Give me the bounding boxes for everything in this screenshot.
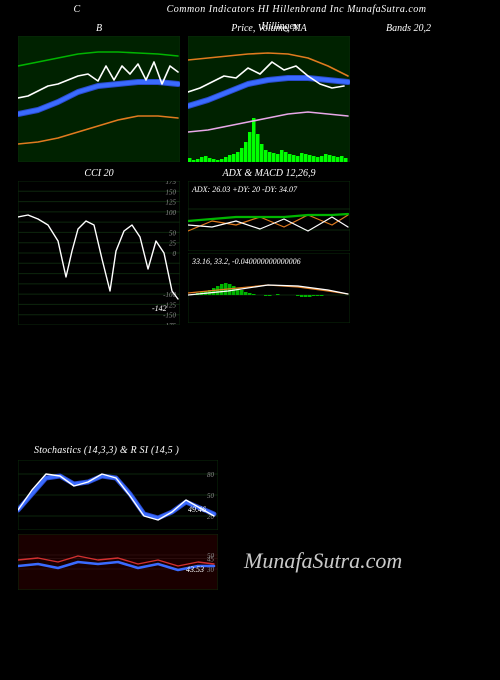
svg-text:0: 0	[173, 250, 177, 258]
svg-text:80: 80	[207, 471, 215, 479]
svg-text:ADX: 26.03 +DY: 20 -DY: 34.07: ADX: 26.03 +DY: 20 -DY: 34.07	[191, 185, 298, 194]
chart-cci: 17515012510050250-100-125-150-175-142	[18, 181, 180, 325]
panel-title-a: B	[96, 21, 102, 36]
svg-text:100: 100	[166, 209, 177, 217]
svg-text:150: 150	[166, 188, 177, 196]
page-title-left: C	[73, 4, 80, 15]
svg-text:50: 50	[207, 492, 215, 500]
panel-adx-macd: ADX & MACD 12,26,9 ADX: 26.03 +DY: 20 -D…	[188, 166, 350, 323]
panel-title-b-overlay: Hillingex	[261, 21, 298, 32]
chart-adx: ADX: 26.03 +DY: 20 -DY: 34.07	[188, 181, 350, 251]
svg-text:25: 25	[169, 240, 177, 248]
svg-text:50: 50	[169, 229, 177, 237]
chart-price-volume	[188, 36, 350, 162]
panel-cci: CCI 20 17515012510050250-100-125-150-175…	[18, 166, 180, 325]
svg-text:43.53: 43.53	[186, 565, 204, 574]
svg-text:33.16, 33.2, -0.040000000000: 33.16, 33.2, -0.040000000000006	[191, 257, 301, 266]
svg-text:45: 45	[207, 556, 215, 564]
svg-text:125: 125	[166, 199, 177, 207]
panel-bands-a: B	[18, 21, 180, 162]
chart-macd: 33.16, 33.2, -0.040000000000006	[188, 253, 350, 323]
svg-text:-142: -142	[152, 304, 167, 313]
chart-rsi: 50453043.53	[18, 534, 218, 590]
panel-title-adx-macd: ADX & MACD 12,26,9	[222, 166, 315, 181]
page-title: Common Indicators HI Hillenbrand Inc Mun…	[167, 4, 427, 15]
svg-text:-175: -175	[163, 322, 176, 325]
panel-stoch-rsi: 80502049.46 50453043.53	[18, 460, 218, 590]
chart-bands-a	[18, 36, 180, 162]
panel-title-c: Bands 20,2	[384, 21, 433, 36]
chart-stochastics: 80502049.46	[18, 460, 218, 530]
svg-text:49.46: 49.46	[188, 505, 206, 514]
svg-text:175: 175	[166, 181, 177, 186]
panel-price-volume: Price, Volume, MA Hillingex	[188, 21, 350, 162]
panel-title-cci: CCI 20	[84, 166, 113, 181]
row3-title: Stochastics (14,3,3) & R SI (14,5 )	[0, 443, 500, 458]
